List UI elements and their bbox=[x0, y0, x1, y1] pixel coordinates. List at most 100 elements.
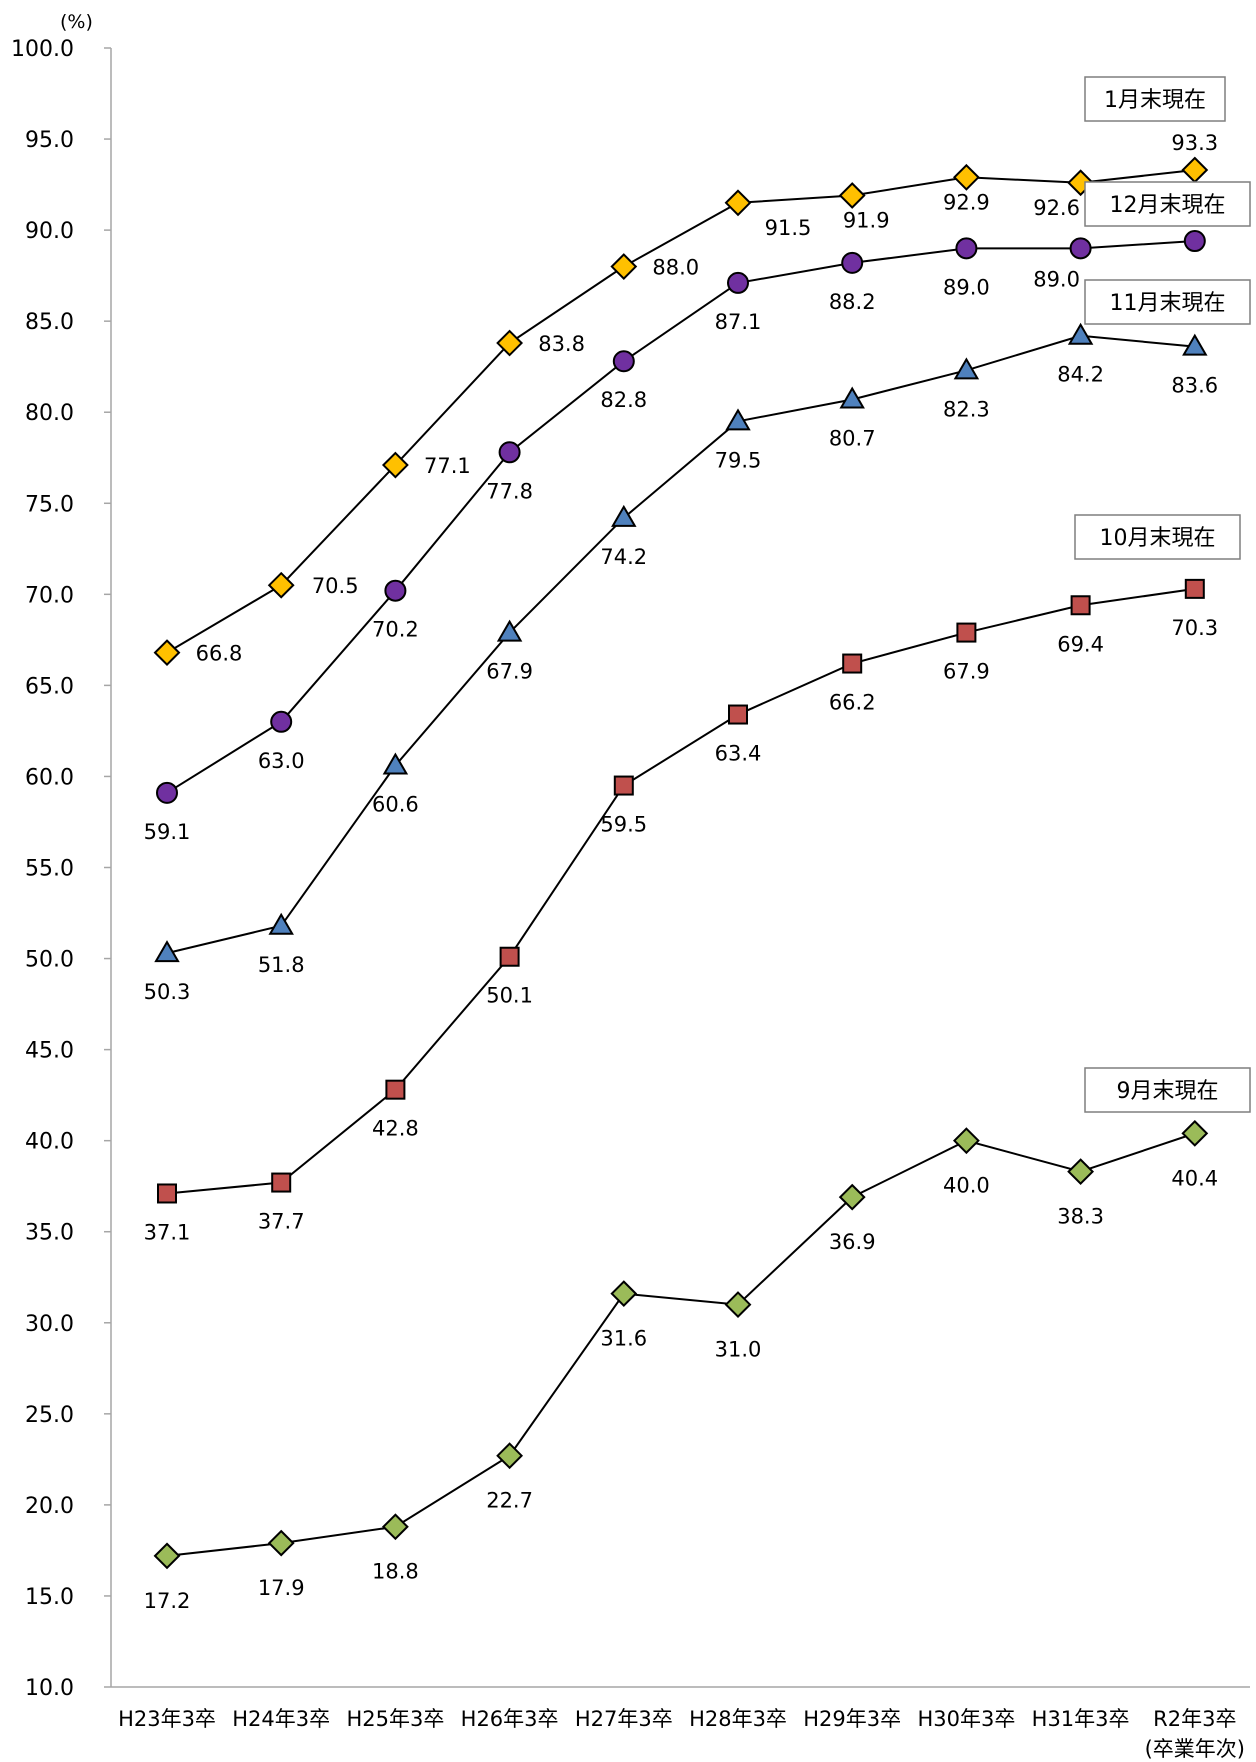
diamond-marker bbox=[1181, 1119, 1209, 1147]
legend-box bbox=[1084, 1067, 1251, 1113]
series-line bbox=[166, 587, 1195, 1195]
data-label: 66.8 bbox=[196, 642, 243, 666]
circle-marker bbox=[270, 710, 293, 733]
data-label: 42.8 bbox=[372, 1117, 419, 1141]
triangle-marker bbox=[496, 619, 523, 642]
data-label: 92.9 bbox=[943, 190, 990, 214]
y-tick-label: 75.0 bbox=[25, 492, 74, 517]
data-label: 88.0 bbox=[652, 256, 699, 280]
y-tick-label: 30.0 bbox=[25, 1312, 74, 1337]
legend-boxes: 1月末現在 12月末現在 11月末現在 10月末現在 9月末現在 bbox=[1074, 76, 1251, 1113]
x-tick-label: H26年3卒 bbox=[461, 1707, 559, 1731]
data-label: 91.9 bbox=[843, 209, 890, 233]
legend-box bbox=[1084, 181, 1251, 227]
data-label: 91.5 bbox=[765, 216, 812, 240]
x-tick-label: H28年3卒 bbox=[689, 1707, 787, 1731]
data-label: 70.2 bbox=[372, 618, 419, 642]
series-line bbox=[166, 240, 1195, 794]
circle-marker bbox=[384, 579, 407, 602]
data-label: 79.5 bbox=[715, 448, 762, 472]
data-label: 88.2 bbox=[829, 290, 876, 314]
diamond-marker bbox=[838, 1183, 866, 1211]
y-tick-label: 85.0 bbox=[25, 310, 74, 335]
data-label: 74.2 bbox=[600, 545, 647, 569]
legend-box bbox=[1084, 279, 1251, 325]
diamond-marker bbox=[267, 571, 295, 599]
y-tick-label: 35.0 bbox=[25, 1221, 74, 1246]
data-label: 84.2 bbox=[1057, 363, 1104, 387]
legend-box bbox=[1084, 76, 1226, 122]
data-label: 40.0 bbox=[943, 1174, 990, 1198]
x-tick-label: R2年3卒 bbox=[1153, 1707, 1236, 1731]
data-label: 87.1 bbox=[715, 310, 762, 334]
data-label: 89.0 bbox=[943, 275, 990, 299]
x-tick-label: H30年3卒 bbox=[917, 1707, 1015, 1731]
y-tick-label: 50.0 bbox=[25, 948, 74, 973]
diamond-marker bbox=[1181, 156, 1209, 184]
square-marker bbox=[728, 704, 748, 725]
series-line bbox=[166, 169, 1195, 654]
diamond-marker bbox=[267, 1529, 295, 1557]
diamond-marker bbox=[381, 1513, 409, 1541]
data-label: 70.5 bbox=[312, 574, 359, 598]
data-label: 93.3 bbox=[1171, 131, 1218, 155]
legend-label: 12月末現在 bbox=[1110, 193, 1226, 218]
circle-marker bbox=[1183, 230, 1206, 253]
square-marker bbox=[385, 1079, 406, 1100]
y-tick-label: 100.0 bbox=[11, 37, 74, 62]
y-tick-label: 60.0 bbox=[25, 765, 74, 790]
data-label: 66.2 bbox=[829, 691, 876, 715]
triangle-marker bbox=[382, 752, 409, 775]
diamond-marker bbox=[952, 1127, 980, 1155]
square-marker bbox=[613, 775, 634, 796]
data-label: 17.2 bbox=[144, 1589, 191, 1613]
data-labels: 66.8 70.5 77.1 83.8 88.0 91.5 91.9 92.9 92.6 93.3… bbox=[144, 131, 1219, 1613]
x-tick-label: H24年3卒 bbox=[232, 1707, 330, 1731]
y-tick-label: 10.0 bbox=[25, 1676, 74, 1701]
diamond-marker bbox=[381, 451, 409, 479]
triangle-marker bbox=[1182, 333, 1208, 356]
data-label: 67.9 bbox=[943, 660, 990, 684]
series-markers bbox=[153, 156, 1209, 1570]
y-tick-label: 40.0 bbox=[25, 1130, 74, 1155]
data-label: 37.1 bbox=[144, 1220, 191, 1244]
triangle-marker bbox=[725, 408, 751, 431]
diamond-marker bbox=[724, 1291, 752, 1318]
data-label: 50.3 bbox=[144, 980, 191, 1004]
square-marker bbox=[1070, 595, 1091, 616]
diamond-marker bbox=[496, 329, 524, 357]
data-label: 60.6 bbox=[372, 793, 419, 817]
diamond-marker bbox=[952, 163, 980, 191]
circle-marker bbox=[955, 237, 978, 260]
y-tick-label: 55.0 bbox=[25, 857, 74, 882]
triangle-marker bbox=[839, 386, 865, 409]
data-label: 51.8 bbox=[258, 953, 305, 977]
data-label: 17.9 bbox=[258, 1576, 305, 1600]
circle-marker bbox=[1069, 237, 1092, 260]
circle-marker bbox=[727, 271, 749, 294]
series-line bbox=[166, 334, 1195, 955]
y-unit-label: (%) bbox=[60, 11, 93, 33]
data-label: 38.3 bbox=[1057, 1205, 1104, 1229]
x-tick-label: H27年3卒 bbox=[575, 1707, 673, 1731]
legend-label: 11月末現在 bbox=[1110, 291, 1226, 316]
data-label: 77.1 bbox=[424, 454, 471, 478]
diamond-marker bbox=[610, 1280, 638, 1308]
y-tick-label: 95.0 bbox=[25, 128, 74, 153]
y-tick-label: 80.0 bbox=[25, 401, 74, 426]
data-label: 80.7 bbox=[829, 426, 876, 450]
y-tick-label: 15.0 bbox=[25, 1585, 74, 1610]
data-label: 59.5 bbox=[600, 813, 647, 837]
data-label: 92.6 bbox=[1033, 196, 1080, 220]
data-label: 31.6 bbox=[600, 1327, 647, 1351]
data-label: 40.4 bbox=[1171, 1166, 1218, 1190]
square-marker bbox=[956, 622, 977, 643]
data-label: 82.8 bbox=[600, 388, 647, 412]
data-label: 67.9 bbox=[486, 660, 533, 684]
square-marker bbox=[1184, 578, 1205, 599]
diamond-marker bbox=[153, 1542, 181, 1570]
diamond-marker bbox=[610, 253, 638, 280]
y-tick-label: 65.0 bbox=[25, 674, 74, 699]
circle-marker bbox=[156, 781, 178, 804]
